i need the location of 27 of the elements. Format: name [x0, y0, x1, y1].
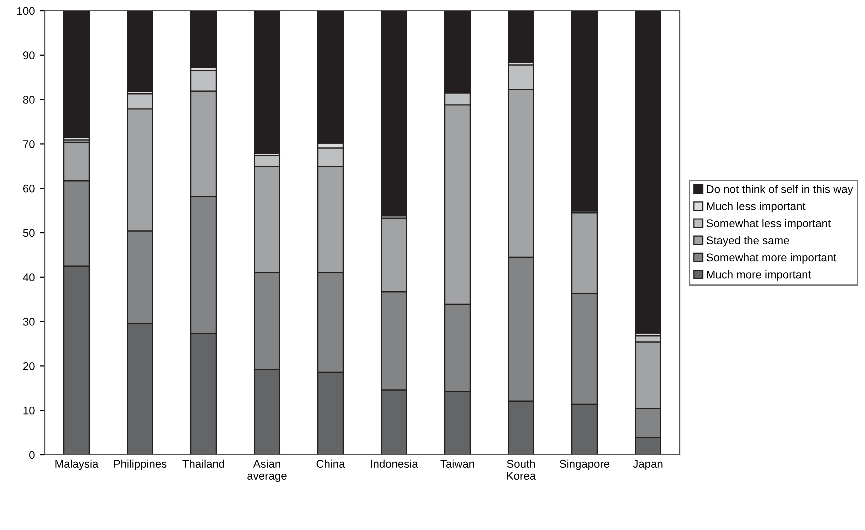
x-tick-label: Asian average: [248, 460, 287, 482]
y-tick-label: 70: [23, 140, 35, 148]
y-tick-label: 60: [23, 184, 35, 193]
y-tick-label: 50: [23, 229, 35, 238]
y-tick-label: 80: [23, 96, 35, 104]
y-tick-label: 20: [23, 362, 35, 370]
x-tick-label: Philippines: [114, 460, 167, 470]
legend-label: Do not think of self in this way: [707, 185, 854, 196]
x-tick-label: Japan: [633, 460, 663, 470]
legend-label: Somewhat less important: [706, 219, 832, 230]
legend-label: Much more important: [707, 270, 812, 281]
x-tick-label: Singapore: [560, 460, 610, 470]
y-tick-label: 30: [23, 318, 35, 326]
x-tick-label: Thailand: [182, 460, 224, 468]
y-tick-label: 10: [24, 406, 35, 415]
y-tick-label: 90: [23, 52, 35, 60]
legend-label: Somewhat more important: [706, 253, 837, 264]
legend-label: Much less important: [707, 202, 806, 213]
x-tick-label: Malaysia: [56, 460, 99, 470]
x-tick-label: South Korea: [507, 460, 536, 480]
y-tick-label: 0: [30, 451, 35, 460]
x-tick-label: Taiwan: [440, 460, 474, 468]
x-tick-label: China: [316, 460, 346, 468]
x-tick-label: Indonesia: [371, 460, 418, 468]
legend-label: Stayed the same: [706, 236, 790, 247]
y-tick-label: 100: [18, 7, 35, 16]
y-tick-label: 40: [23, 274, 35, 282]
